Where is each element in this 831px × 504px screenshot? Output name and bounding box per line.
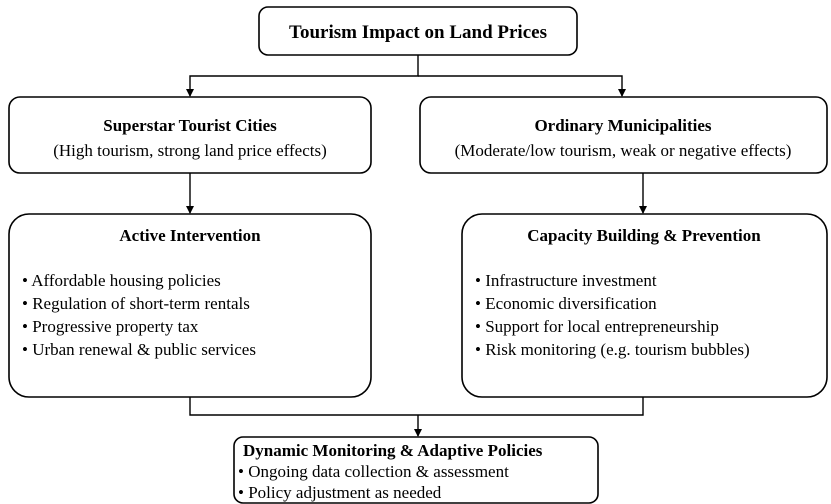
bullet-item: • Policy adjustment as needed	[238, 483, 442, 502]
bullet-item: • Support for local entrepreneurship	[475, 317, 719, 336]
bullet-item: • Urban renewal & public services	[22, 340, 256, 359]
superstar-cities-node: Superstar Tourist Cities (High tourism, …	[8, 96, 372, 174]
root-title: Tourism Impact on Land Prices	[289, 22, 547, 43]
ordinary-municipalities-node: Ordinary Municipalities (Moderate/low to…	[419, 96, 828, 174]
arrow-root-to-right	[418, 75, 626, 97]
capacity-building-node: Capacity Building & Prevention • Infrast…	[461, 213, 828, 398]
dynamic-monitoring-node: Dynamic Monitoring & Adaptive Policies •…	[233, 436, 599, 504]
bullet-item: • Risk monitoring (e.g. tourism bubbles)	[475, 340, 750, 359]
ordinary-title: Ordinary Municipalities	[534, 116, 711, 135]
connectors	[186, 55, 647, 437]
active-intervention-node: Active Intervention • Affordable housing…	[8, 213, 372, 398]
dynamic-monitoring-title: Dynamic Monitoring & Adaptive Policies	[243, 441, 543, 460]
arrow-root-to-left	[186, 55, 419, 97]
superstar-subtitle: (High tourism, strong land price effects…	[53, 141, 327, 160]
bullet-item: • Affordable housing policies	[22, 271, 221, 290]
bullet-item: • Regulation of short-term rentals	[22, 294, 250, 313]
bullet-item: • Progressive property tax	[22, 317, 199, 336]
bullet-item: • Economic diversification	[475, 294, 657, 313]
root-node: Tourism Impact on Land Prices	[258, 6, 578, 56]
ordinary-subtitle: (Moderate/low tourism, weak or negative …	[455, 141, 792, 160]
capacity-building-title: Capacity Building & Prevention	[527, 226, 761, 245]
active-intervention-title: Active Intervention	[119, 226, 261, 245]
bullet-item: • Ongoing data collection & assessment	[238, 462, 509, 481]
merge-line	[189, 397, 644, 416]
superstar-title: Superstar Tourist Cities	[103, 116, 277, 135]
bullet-item: • Infrastructure investment	[475, 271, 657, 290]
